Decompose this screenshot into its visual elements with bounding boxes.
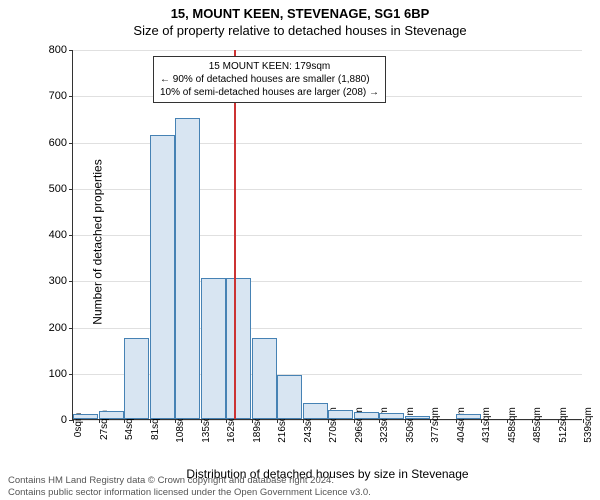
plot-region: Number of detached properties Distributi… [72,50,582,420]
histogram-bar [226,278,251,419]
y-tick-mark [69,235,73,236]
annotation-line3: 10% of semi-detached houses are larger (… [160,86,379,99]
histogram-bar [150,135,175,419]
y-tick-mark [69,374,73,375]
x-tick-mark [277,419,278,423]
x-tick-mark [507,419,508,423]
x-tick-label: 458sqm [507,407,518,443]
x-tick-mark [354,419,355,423]
footer-line1: Contains HM Land Registry data © Crown c… [8,475,371,486]
x-tick-label: 485sqm [532,407,543,443]
x-tick-mark [303,419,304,423]
y-tick-mark [69,189,73,190]
histogram-bar [277,375,302,419]
x-tick-mark [99,419,100,423]
histogram-bar [405,416,430,419]
annotation-line2: ← 90% of detached houses are smaller (1,… [160,73,379,86]
x-tick-mark [379,419,380,423]
y-tick-label: 700 [49,90,67,102]
reference-line [234,50,236,419]
x-tick-mark [532,419,533,423]
x-tick-mark [328,419,329,423]
histogram-bar [73,414,98,419]
gridline [73,50,582,51]
y-tick-label: 400 [49,229,67,241]
x-tick-mark [558,419,559,423]
x-tick-mark [226,419,227,423]
x-tick-mark [201,419,202,423]
y-tick-label: 800 [49,44,67,56]
chart-area: Number of detached properties Distributi… [72,50,582,420]
y-tick-label: 500 [49,183,67,195]
chart-title-main: 15, MOUNT KEEN, STEVENAGE, SG1 6BP [0,0,600,21]
y-tick-mark [69,50,73,51]
x-tick-mark [175,419,176,423]
histogram-bar [124,338,149,419]
y-tick-label: 300 [49,275,67,287]
x-tick-mark [456,419,457,423]
footer-line2: Contains public sector information licen… [8,487,371,498]
y-tick-label: 100 [49,368,67,380]
y-tick-mark [69,143,73,144]
x-tick-mark [481,419,482,423]
x-tick-mark [150,419,151,423]
y-tick-label: 600 [49,137,67,149]
y-tick-mark [69,281,73,282]
x-tick-mark [73,419,74,423]
chart-title-sub: Size of property relative to detached ho… [0,23,600,38]
x-tick-mark [405,419,406,423]
histogram-bar [328,410,353,419]
y-tick-label: 200 [49,322,67,334]
histogram-bar [252,338,277,419]
x-tick-mark [252,419,253,423]
annotation-box: 15 MOUNT KEEN: 179sqm ← 90% of detached … [153,56,386,103]
histogram-bar [201,278,226,419]
x-tick-label: 431sqm [481,407,492,443]
x-tick-mark [124,419,125,423]
y-tick-mark [69,328,73,329]
histogram-bar [175,118,200,419]
x-tick-mark [583,419,584,423]
histogram-bar [303,403,328,419]
annotation-line1: 15 MOUNT KEEN: 179sqm [160,60,379,73]
x-tick-label: 404sqm [456,407,467,443]
x-tick-label: 350sqm [405,407,416,443]
x-tick-label: 377sqm [430,407,441,443]
x-tick-label: 512sqm [558,407,569,443]
x-tick-label: 539sqm [583,407,594,443]
y-tick-label: 0 [61,414,67,426]
y-axis-label: Number of detached properties [91,159,105,324]
y-tick-mark [69,96,73,97]
histogram-bar [456,414,481,419]
histogram-bar [379,413,404,419]
x-tick-mark [430,419,431,423]
footer-attribution: Contains HM Land Registry data © Crown c… [8,475,371,498]
histogram-bar [354,412,379,419]
histogram-bar [99,411,124,419]
